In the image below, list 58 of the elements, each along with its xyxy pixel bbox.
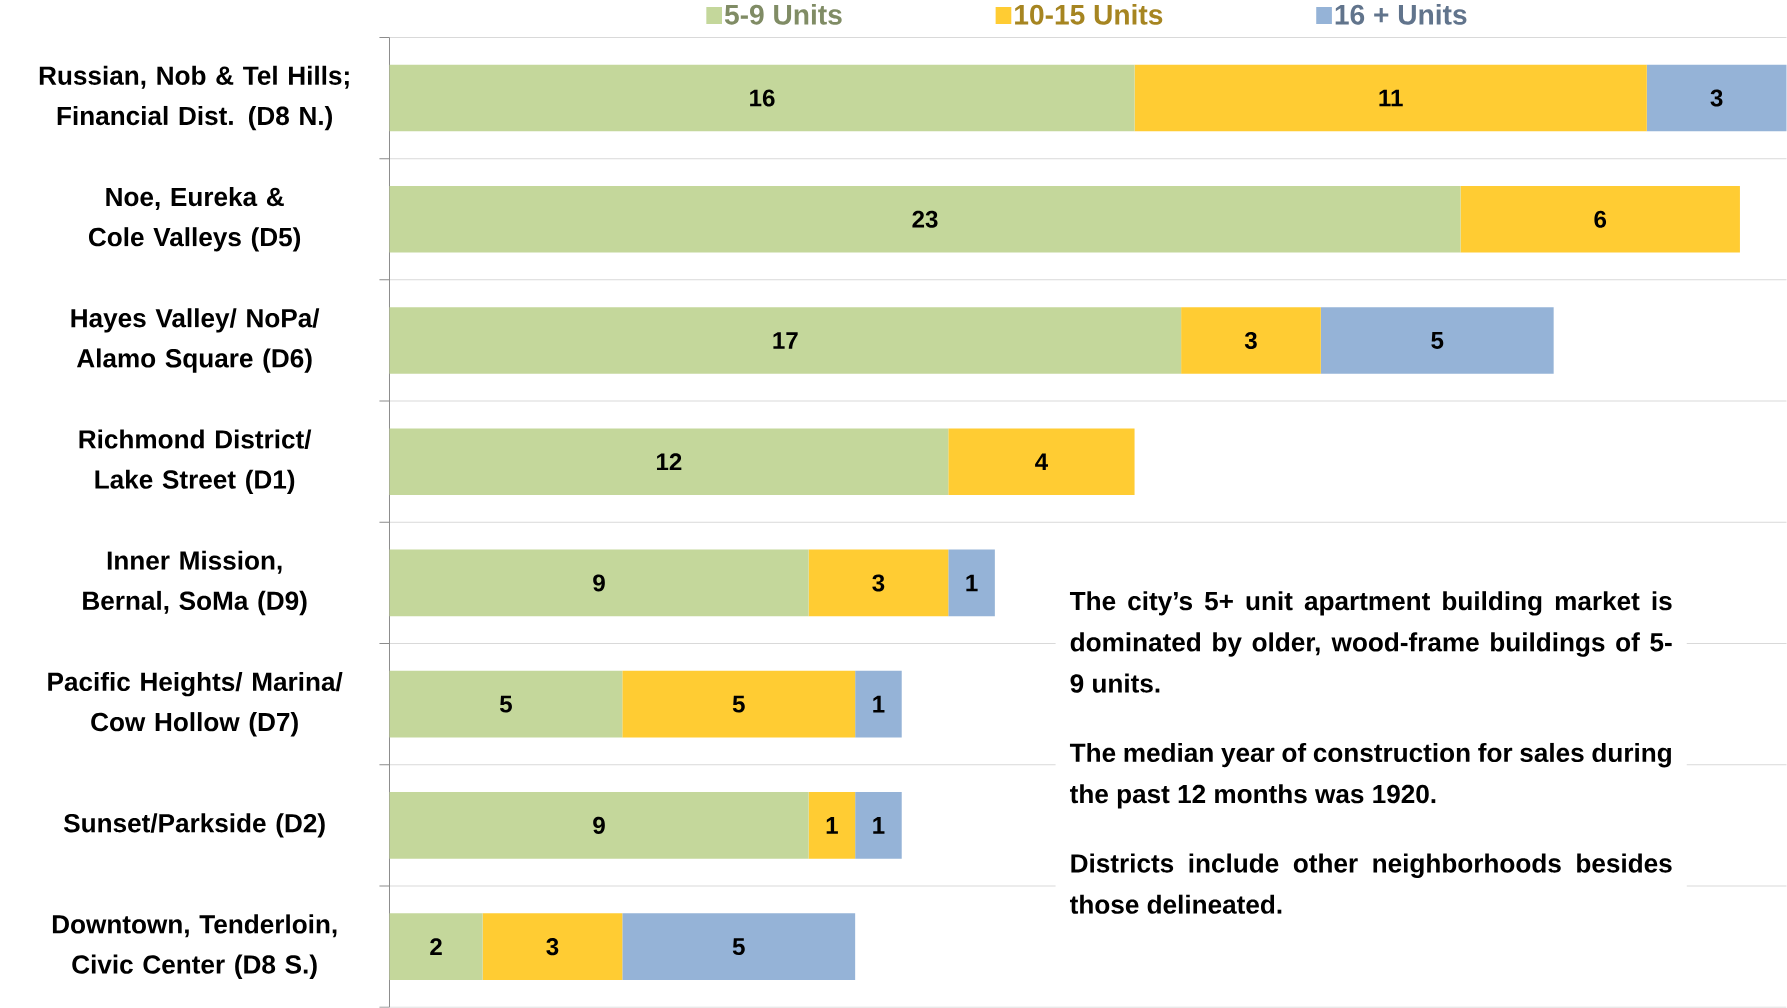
bar (948, 549, 995, 617)
y-tick-label: Sunset/Parkside (D2) (63, 813, 325, 838)
bar (389, 792, 809, 859)
bar (389, 307, 1182, 374)
data-label: 17 (773, 332, 798, 349)
legend-label: 10-15 Units (1015, 4, 1163, 25)
data-label: 12 (656, 453, 682, 471)
bar (389, 428, 949, 496)
data-label: 5 (1431, 332, 1444, 350)
annotation: Districts include other neighborhoods besides those delineated. (1069, 853, 1672, 914)
data-label: 5 (732, 695, 745, 713)
bar (1181, 307, 1321, 374)
data-label: 5 (732, 938, 745, 956)
data-label: 11 (1379, 89, 1403, 107)
data-label: 2 (430, 938, 442, 956)
y-tick-label: Noe, Eureka & Cole Valleys (D5) (88, 187, 301, 252)
bar (389, 64, 1135, 132)
data-label: 5 (499, 695, 512, 713)
data-label: 3 (1710, 89, 1723, 107)
bar (389, 670, 623, 738)
bar (389, 913, 483, 981)
bar (389, 186, 1461, 253)
data-label: 3 (546, 938, 559, 956)
data-label: 1 (873, 817, 885, 834)
data-label: 3 (1244, 332, 1257, 350)
data-label: 1 (826, 817, 838, 834)
data-label: 3 (872, 574, 885, 592)
data-label: 9 (593, 816, 605, 835)
bar (808, 792, 856, 859)
bar (855, 792, 902, 859)
y-tick-label: Pacific Heights/ Marina/ Cow Hollow (D7) (48, 672, 343, 737)
data-label: 6 (1594, 210, 1607, 228)
bar (389, 549, 809, 617)
bar (1460, 186, 1740, 253)
annotation: The city’s 5+ unit apartment building market is dominated by older, wood-frame buildings of 5-9 units. (1069, 591, 1672, 693)
y-tick-label: Inner Mission, Bernal, SoMa (D9) (83, 550, 307, 616)
bar (1320, 307, 1554, 374)
data-label: 9 (593, 574, 605, 592)
annotation: The median year of construction for sales during the past 12 months was 1920. (1069, 743, 1671, 809)
data-label: 16 (750, 89, 775, 107)
bar (622, 913, 856, 981)
bar (948, 428, 1135, 496)
y-tick-label: Russian, Nob & Tel Hills; Financial Dist. (D8 N.) (39, 65, 349, 131)
bar (808, 549, 949, 617)
legend-label: 16 + Units (1335, 4, 1467, 25)
bar (482, 913, 623, 981)
data-label: 4 (1035, 453, 1049, 471)
data-label: 1 (873, 695, 885, 713)
data-label: 1 (966, 574, 978, 592)
y-tick-label: Richmond District/ Lake Street (D1) (79, 429, 312, 495)
y-tick-label: Downtown, Tenderloin, Civic Center (D8 S.) (52, 914, 337, 980)
legend-label: 5-9 Units (724, 4, 842, 25)
bar (1646, 64, 1787, 132)
bar (855, 670, 902, 738)
bar (1134, 64, 1647, 132)
bar (622, 670, 856, 738)
y-tick-label: Hayes Valley/ NoPa/ Alamo Square (D6) (71, 308, 320, 373)
data-label: 23 (912, 210, 938, 228)
